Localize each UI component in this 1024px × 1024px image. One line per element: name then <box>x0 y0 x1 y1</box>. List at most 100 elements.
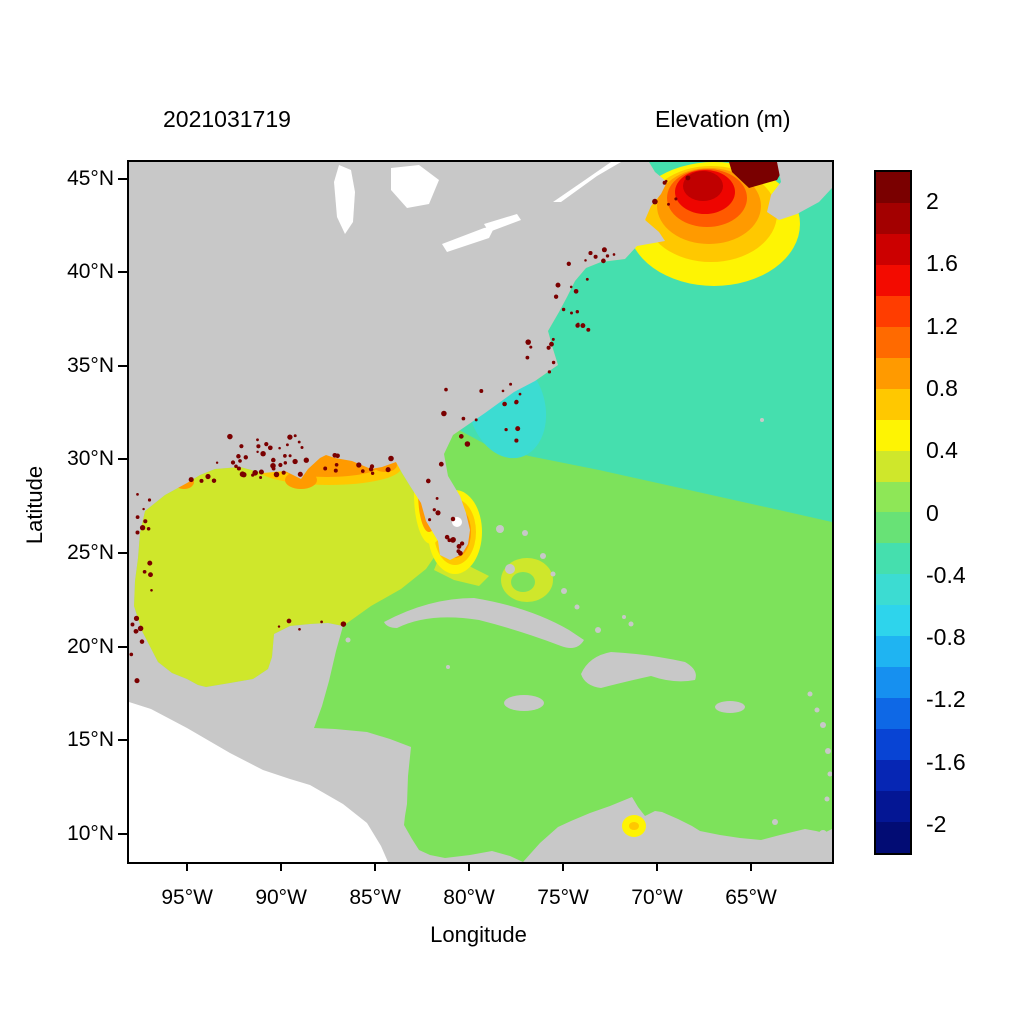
wet-cell-dot <box>283 454 287 458</box>
wet-cell-dot <box>569 285 573 289</box>
colorbar-segment <box>876 760 910 792</box>
wet-cell-dot <box>334 462 339 467</box>
wet-cell-dot <box>444 534 450 540</box>
wet-cell-dot <box>444 387 448 392</box>
colorbar-tick-label: -2 <box>926 810 947 837</box>
colorbar-segment <box>876 729 910 761</box>
wet-cell-dot <box>300 446 304 449</box>
wet-cell-dot <box>320 620 323 624</box>
wet-cell-dot <box>664 179 668 183</box>
colorbar-segment <box>876 698 910 730</box>
wet-cell-dot <box>575 310 579 314</box>
x-tick-label: 80°W <box>443 886 495 909</box>
y-tick-mark <box>118 832 127 835</box>
wet-cell-dot <box>546 345 551 350</box>
wet-cell-dot <box>525 355 530 360</box>
wet-cell-dot <box>134 678 140 684</box>
wet-cell-dot <box>142 507 145 511</box>
wet-cell-dot <box>236 454 241 459</box>
wet-cell-dot <box>297 440 301 444</box>
y-tick-label: 40°N <box>67 260 114 284</box>
x-tick-label: 75°W <box>537 886 589 909</box>
wet-cell-dot <box>514 399 519 405</box>
wet-cell-dot <box>287 434 293 440</box>
wet-cell-dot <box>435 496 439 500</box>
wet-cell-dot <box>514 438 519 443</box>
colorbar-tick-label: -0.8 <box>926 624 966 651</box>
wet-cell-dot <box>135 515 140 519</box>
wet-cell-dot <box>292 458 298 465</box>
gulf-of-maine-surge <box>628 162 800 286</box>
wet-cell-dot <box>561 307 566 312</box>
wet-cell-dot <box>271 466 276 471</box>
wet-cell-dot <box>252 470 258 476</box>
x-tick-label: 85°W <box>349 886 401 909</box>
wet-cell-dot <box>605 254 610 258</box>
colorbar-segment <box>876 295 910 327</box>
wet-cell-dot <box>588 251 593 256</box>
wet-cell-dot <box>479 389 484 393</box>
wet-cell-dot <box>267 445 273 451</box>
wet-cell-dot <box>570 311 573 315</box>
wet-cell-dot <box>258 469 264 475</box>
colorbar-segment <box>876 481 910 513</box>
colorbar-segment <box>876 543 910 575</box>
wet-cell-dot <box>553 294 559 299</box>
wet-cell-dot <box>432 508 436 512</box>
wet-cell-dot <box>385 467 391 473</box>
wet-cell-dot <box>256 450 259 454</box>
wet-cell-dot <box>612 253 616 256</box>
caribbean-islands <box>345 418 832 838</box>
wet-cell-dot <box>271 457 276 463</box>
x-tick-mark <box>656 862 659 871</box>
colorbar-segment <box>876 172 910 203</box>
colorbar-tick-label: -1.2 <box>926 686 966 713</box>
wet-cell-dot <box>551 337 555 341</box>
wet-cell-dot <box>674 197 678 201</box>
x-tick-mark <box>750 862 753 871</box>
wet-cell-dot <box>685 175 691 181</box>
coastal-wet-cells <box>129 175 691 684</box>
bahama-bank-core <box>511 572 535 592</box>
wet-cell-dot <box>230 460 236 465</box>
north-america-land <box>129 162 832 862</box>
wet-cell-dot <box>142 569 147 574</box>
wet-cell-dot <box>256 438 259 442</box>
colorbar-tick-label: 0.8 <box>926 374 958 401</box>
wet-cell-dot <box>259 476 263 479</box>
colorbar-tick-label: -0.4 <box>926 561 966 588</box>
map-canvas <box>129 162 832 862</box>
wet-cell-dot <box>133 615 140 622</box>
y-tick-mark <box>118 271 127 274</box>
wet-cell-dot <box>474 418 478 422</box>
wet-cell-dot <box>147 560 153 566</box>
wet-cell-dot <box>234 464 238 469</box>
y-tick-mark <box>118 552 127 555</box>
colorbar-segment <box>876 822 910 853</box>
x-tick-mark <box>468 862 471 871</box>
wet-cell-dot <box>129 652 134 657</box>
x-tick-mark <box>562 862 565 871</box>
y-tick-label: 15°N <box>67 728 114 752</box>
colorbar-segment <box>876 388 910 420</box>
x-tick-label: 90°W <box>255 886 307 909</box>
colorbar-tick-label: 1.2 <box>926 312 958 339</box>
wet-cell-dot <box>139 525 146 531</box>
gulf-of-mexico-field <box>134 455 438 687</box>
wet-cell-dot <box>575 323 580 328</box>
colorbar-segment <box>876 202 910 234</box>
wet-cell-dot <box>211 478 217 483</box>
colorbar <box>874 170 912 855</box>
wet-cell-dot <box>584 259 587 262</box>
timestamp-title: 2021031719 <box>163 106 291 132</box>
wet-cell-dot <box>283 461 288 465</box>
x-tick-mark <box>374 862 377 871</box>
wet-cell-dot <box>147 498 152 502</box>
wet-cell-dot <box>143 519 148 524</box>
pacific-mask <box>129 702 388 862</box>
wet-cell-dot <box>441 410 447 417</box>
colorbar-segment <box>876 605 910 637</box>
colorbar-segment <box>876 636 910 668</box>
wet-cell-dot <box>515 426 521 432</box>
